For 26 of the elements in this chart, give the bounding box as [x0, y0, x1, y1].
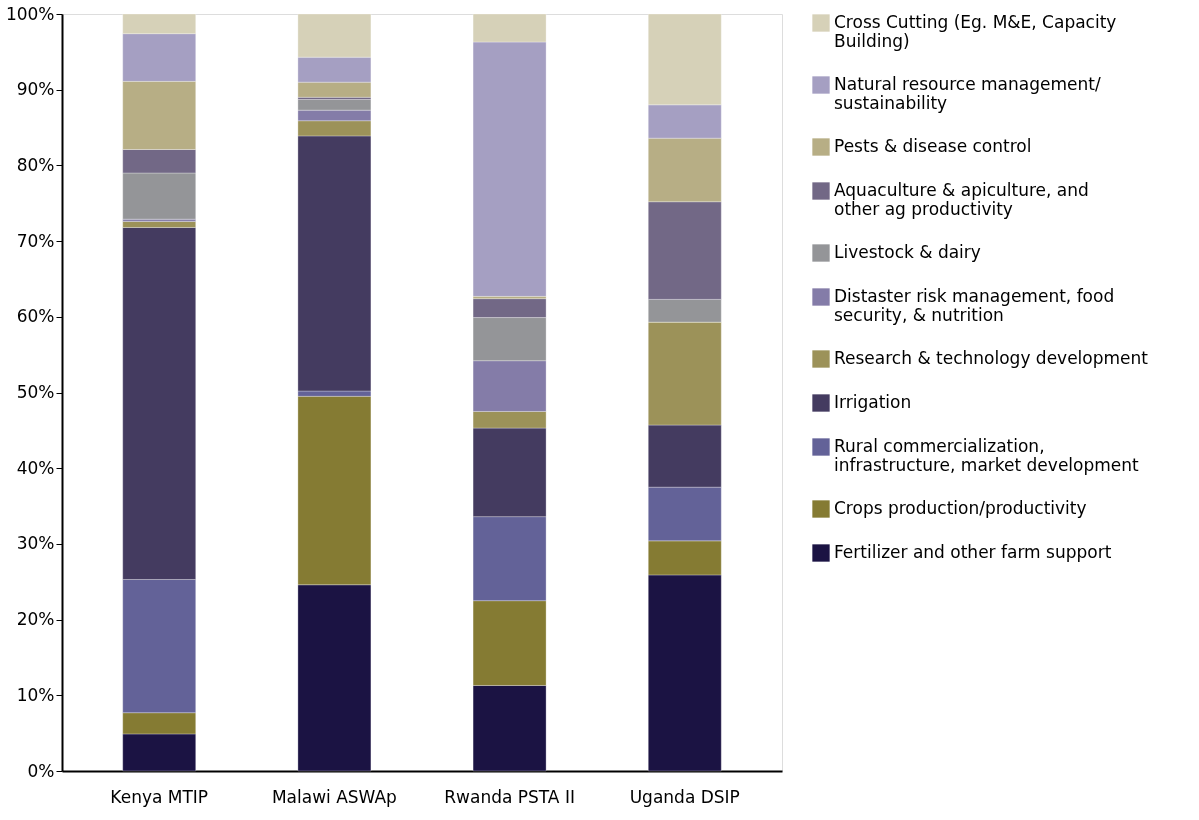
legend-label: Distaster risk management, food security, & nutrition: [834, 286, 1115, 325]
x-tick-label: Rwanda PSTA II: [444, 786, 575, 807]
x-tick-label: Kenya MTIP: [110, 786, 209, 807]
y-tick-label: 90%: [16, 79, 55, 100]
legend-label: Cross Cutting (Eg. M&E, Capacity Building): [834, 12, 1117, 51]
legend-label: Aquaculture & apiculture, and other ag productivity: [834, 180, 1089, 219]
y-tick-label: 0%: [27, 760, 55, 781]
y-tick-label: 60%: [16, 306, 55, 327]
legend-label: Livestock & dairy: [834, 242, 981, 262]
y-tick-label: 20%: [16, 609, 55, 630]
y-tick-label: 10%: [16, 684, 55, 705]
legend-label: Pests & disease control: [834, 136, 1032, 156]
y-tick-label: 70%: [16, 230, 55, 251]
legend-label: Research & technology development: [834, 348, 1149, 368]
legend-label: Rural commercialization, infrastructure, market development: [834, 436, 1140, 475]
y-tick-label: 40%: [16, 457, 55, 478]
y-tick-label: 80%: [16, 154, 55, 175]
x-tick-label: Uganda DSIP: [629, 786, 740, 807]
legend-label: Natural resource management/ sustainability: [834, 74, 1101, 113]
legend-label: Crops production/productivity: [834, 498, 1087, 518]
x-tick-label: Malawi ASWAp: [271, 786, 397, 807]
y-tick-label: 30%: [16, 533, 55, 554]
y-tick-label: 100%: [5, 3, 55, 24]
legend-label: Fertilizer and other farm support: [834, 542, 1112, 562]
y-tick-label: 50%: [16, 382, 55, 402]
legend-label: Irrigation: [834, 392, 912, 412]
